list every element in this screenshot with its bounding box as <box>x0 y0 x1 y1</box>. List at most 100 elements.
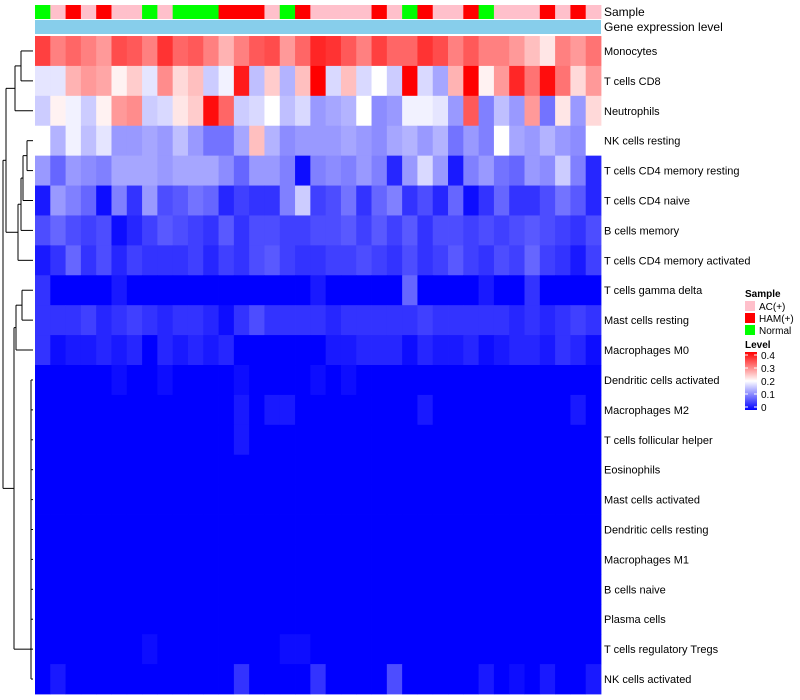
heatmap-cell <box>402 36 418 67</box>
level-tick-label: 0.1 <box>761 390 775 401</box>
row-label: T cells gamma delta <box>604 285 703 297</box>
heatmap-cell <box>340 365 357 396</box>
heatmap-cell <box>463 215 480 246</box>
heatmap-cell <box>249 365 265 396</box>
heatmap-cell <box>126 424 143 456</box>
heatmap-cell <box>493 365 510 396</box>
heatmap-cell <box>478 185 495 216</box>
heatmap-cell <box>279 394 296 426</box>
heatmap-cell <box>126 36 143 67</box>
heatmap-cell <box>340 125 357 157</box>
heatmap-cell <box>249 424 265 456</box>
heatmap-cell <box>478 634 495 665</box>
heatmap-cell <box>585 185 602 216</box>
heatmap-cell <box>448 424 464 456</box>
heatmap-cell <box>478 454 495 486</box>
heatmap-cell <box>524 215 541 246</box>
heatmap-cell <box>585 424 602 456</box>
heatmap-cell <box>539 544 556 575</box>
heatmap-cell <box>50 544 66 575</box>
heatmap-cell <box>386 185 403 216</box>
heatmap-cell <box>279 484 296 515</box>
heatmap-cell <box>233 574 250 605</box>
heatmap-cell <box>187 514 204 545</box>
heatmap-cell <box>187 185 204 216</box>
heatmap-cell <box>142 215 158 246</box>
heatmap-cell <box>96 424 112 456</box>
heatmap-cell <box>203 215 219 246</box>
heatmap-cell <box>126 185 143 216</box>
heatmap-cell <box>493 514 510 545</box>
heatmap-cell <box>264 634 281 665</box>
heatmap-cell <box>371 634 388 665</box>
heatmap-cell <box>126 125 143 157</box>
legend-level-colorbar: 0.4 0.3 0.2 0.1 0 <box>745 351 775 414</box>
heatmap-cell <box>264 544 281 575</box>
heatmap-cell <box>570 484 587 515</box>
heatmap-cell <box>555 215 571 246</box>
heatmap-cell <box>432 95 449 127</box>
heatmap-cell <box>203 365 219 396</box>
heatmap-cell <box>386 454 403 486</box>
annotation-label-sample: Sample <box>604 5 645 19</box>
heatmap-cell <box>310 36 327 67</box>
heatmap-cell <box>157 424 174 456</box>
heatmap-cell <box>80 454 97 486</box>
heatmap-cell <box>493 185 510 216</box>
heatmap-cell <box>585 65 602 97</box>
heatmap-cell <box>142 604 158 635</box>
heatmap-cell <box>509 215 525 246</box>
heatmap-cell <box>249 95 265 127</box>
heatmap-cell <box>218 454 235 486</box>
heatmap-cell <box>35 365 51 396</box>
heatmap-cell <box>126 275 143 306</box>
sample-annotation-cell <box>310 5 327 19</box>
heatmap-cell <box>325 95 342 127</box>
heatmap-cell <box>295 634 311 665</box>
heatmap-cell <box>555 275 571 306</box>
heatmap-cell <box>570 574 587 605</box>
heatmap-cell <box>478 484 495 515</box>
heatmap-cell <box>203 424 219 456</box>
annotation-label-gene-expression: Gene expression level <box>604 20 723 34</box>
heatmap-cell <box>463 454 480 486</box>
heatmap-cell <box>371 514 388 545</box>
heatmap-cell <box>96 125 112 157</box>
heatmap-cell <box>585 544 602 575</box>
heatmap-cell <box>340 454 357 486</box>
heatmap-cell <box>295 245 311 276</box>
heatmap-cell <box>371 394 388 426</box>
heatmap-cell <box>432 514 449 545</box>
heatmap-cell <box>463 365 480 396</box>
heatmap-cell <box>65 634 82 665</box>
heatmap-cell <box>35 65 51 97</box>
heatmap-cell <box>432 36 449 67</box>
heatmap-cell <box>279 36 296 67</box>
heatmap-cell <box>340 544 357 575</box>
heatmap-cell <box>157 65 174 97</box>
heatmap-cell <box>493 215 510 246</box>
heatmap-cell <box>463 604 480 635</box>
heatmap-cell <box>356 125 372 157</box>
heatmap-cell <box>279 305 296 336</box>
heatmap-cell <box>310 65 327 97</box>
heatmap-cell <box>50 36 66 67</box>
heatmap-cell <box>142 245 158 276</box>
heatmap-cell <box>325 65 342 97</box>
heatmap-cell <box>111 484 128 515</box>
heatmap-cell <box>233 514 250 545</box>
heatmap-cell <box>402 305 418 336</box>
sample-annotation-cell <box>233 5 250 19</box>
heatmap-cell <box>386 365 403 396</box>
heatmap-cell <box>233 155 250 186</box>
heatmap-cell <box>570 454 587 486</box>
heatmap-cell <box>340 95 357 127</box>
heatmap-cell <box>310 514 327 545</box>
heatmap-cell <box>187 574 204 605</box>
heatmap-cell <box>65 65 82 97</box>
heatmap-cell <box>570 245 587 276</box>
heatmap-cell <box>539 484 556 515</box>
heatmap-cell <box>417 155 434 186</box>
heatmap-cell <box>142 394 158 426</box>
heatmap-cell <box>570 155 587 186</box>
